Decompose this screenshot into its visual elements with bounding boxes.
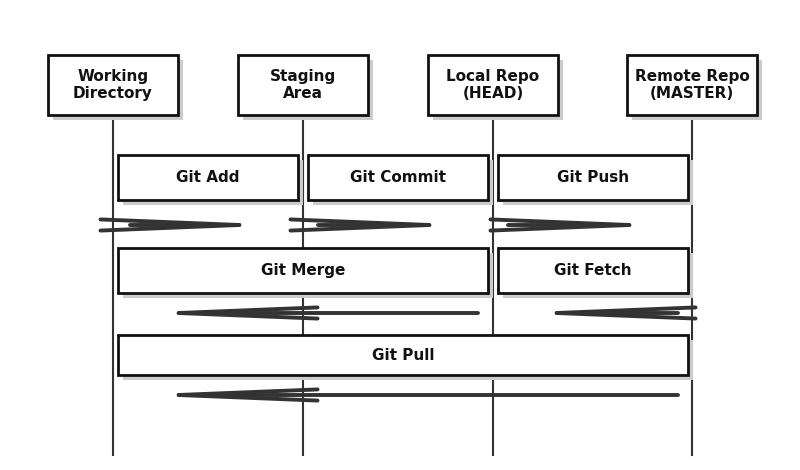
Bar: [503, 160, 693, 205]
Bar: [632, 60, 762, 120]
Text: Staging
Area: Staging Area: [270, 69, 336, 101]
Text: Local Repo
(HEAD): Local Repo (HEAD): [446, 69, 539, 101]
Bar: [503, 253, 693, 298]
Bar: [48, 55, 178, 115]
Bar: [313, 160, 493, 205]
Bar: [243, 60, 373, 120]
Text: Git Merge: Git Merge: [261, 263, 345, 278]
Bar: [498, 155, 688, 200]
Text: Git Fetch: Git Fetch: [554, 263, 632, 278]
Text: Git Commit: Git Commit: [350, 170, 446, 185]
Bar: [238, 55, 368, 115]
Bar: [433, 60, 563, 120]
Bar: [428, 55, 558, 115]
Bar: [118, 248, 488, 293]
Text: Git Add: Git Add: [176, 170, 240, 185]
Text: Remote Repo
(MASTER): Remote Repo (MASTER): [634, 69, 750, 101]
Bar: [123, 160, 303, 205]
Bar: [53, 60, 183, 120]
Bar: [123, 340, 693, 380]
Bar: [118, 155, 298, 200]
Bar: [627, 55, 757, 115]
Text: Git Push: Git Push: [557, 170, 629, 185]
Bar: [118, 335, 688, 375]
Bar: [123, 253, 493, 298]
Bar: [308, 155, 488, 200]
Text: Git Pull: Git Pull: [372, 347, 434, 362]
Bar: [498, 248, 688, 293]
Text: Working
Directory: Working Directory: [73, 69, 153, 101]
